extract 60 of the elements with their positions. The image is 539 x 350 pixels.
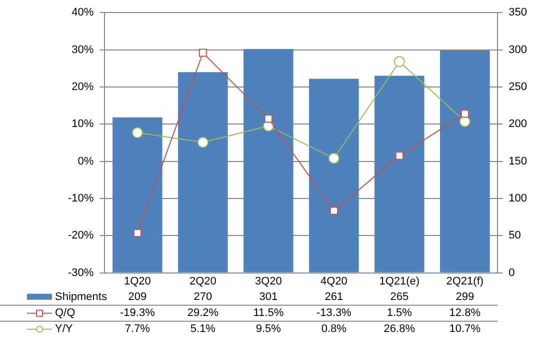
data-label: 261: [324, 290, 344, 303]
legend-label: Shipments: [55, 290, 108, 303]
data-label: 10.7%: [449, 322, 481, 335]
point: [133, 228, 142, 238]
data-label: 11.5%: [253, 306, 284, 319]
y-tick-label: 40%: [72, 6, 94, 19]
x-tick-label: 2Q20: [189, 275, 216, 288]
y2-tick-label: 100: [508, 192, 528, 204]
point: [394, 56, 405, 68]
data-label: 265: [390, 290, 409, 303]
y-tick-label: 10%: [72, 118, 94, 130]
data-label: 26.8%: [384, 322, 416, 335]
x-tick-label: 3Q20: [254, 275, 282, 288]
data-label: -19.3%: [120, 306, 156, 319]
point: [132, 127, 143, 138]
point: [459, 116, 470, 128]
point: [264, 114, 272, 123]
x-tick-label: 2Q21(f): [446, 275, 484, 288]
data-label: 1.5%: [386, 306, 412, 319]
point: [328, 152, 340, 164]
x-tick-label: 1Q21(e): [379, 275, 420, 288]
y2-tick-label: 50: [508, 230, 521, 242]
data-label: 7.7%: [124, 322, 150, 335]
bar: [112, 117, 162, 272]
data-label: -13.3%: [316, 306, 352, 319]
data-label: 29.2%: [187, 306, 219, 319]
y2-tick-label: 300: [508, 44, 528, 56]
data-label: 5.1%: [190, 322, 216, 335]
y2-tick-label: 250: [508, 80, 528, 93]
y2-tick-label: 350: [508, 6, 528, 19]
bar: [244, 49, 294, 272]
bar: [309, 78, 359, 272]
point: [460, 110, 469, 118]
y-tick-label: 30%: [72, 44, 94, 56]
point: [197, 136, 208, 148]
bar: [374, 76, 424, 272]
data-label: 270: [194, 290, 212, 303]
y2-tick-label: 200: [508, 118, 528, 130]
y2-tick-label: 150: [508, 155, 528, 168]
bar: [178, 72, 228, 272]
y-tick-label: 20%: [72, 80, 94, 93]
x-tick-label: 4Q20: [320, 275, 348, 288]
y2-tick-label: 0: [508, 266, 515, 279]
bar: [440, 50, 490, 272]
x-tick-label: 1Q20: [124, 275, 151, 288]
y-tick-label: -30%: [68, 266, 94, 279]
y-tick-label: 0%: [78, 155, 94, 168]
point: [330, 206, 338, 215]
data-label: 9.5%: [256, 322, 282, 335]
data-label: 0.8%: [321, 322, 347, 335]
legend-label: Q/Q: [55, 306, 76, 319]
data-label: 12.8%: [449, 306, 481, 319]
y-tick-label: -20%: [68, 230, 94, 242]
data-label: 209: [128, 290, 147, 303]
legend-label: Y/Y: [55, 322, 74, 335]
y-tick-label: -10%: [68, 192, 94, 204]
point: [395, 152, 404, 160]
data-label: 299: [456, 290, 474, 303]
data-label: 301: [259, 290, 278, 303]
point: [198, 48, 207, 57]
